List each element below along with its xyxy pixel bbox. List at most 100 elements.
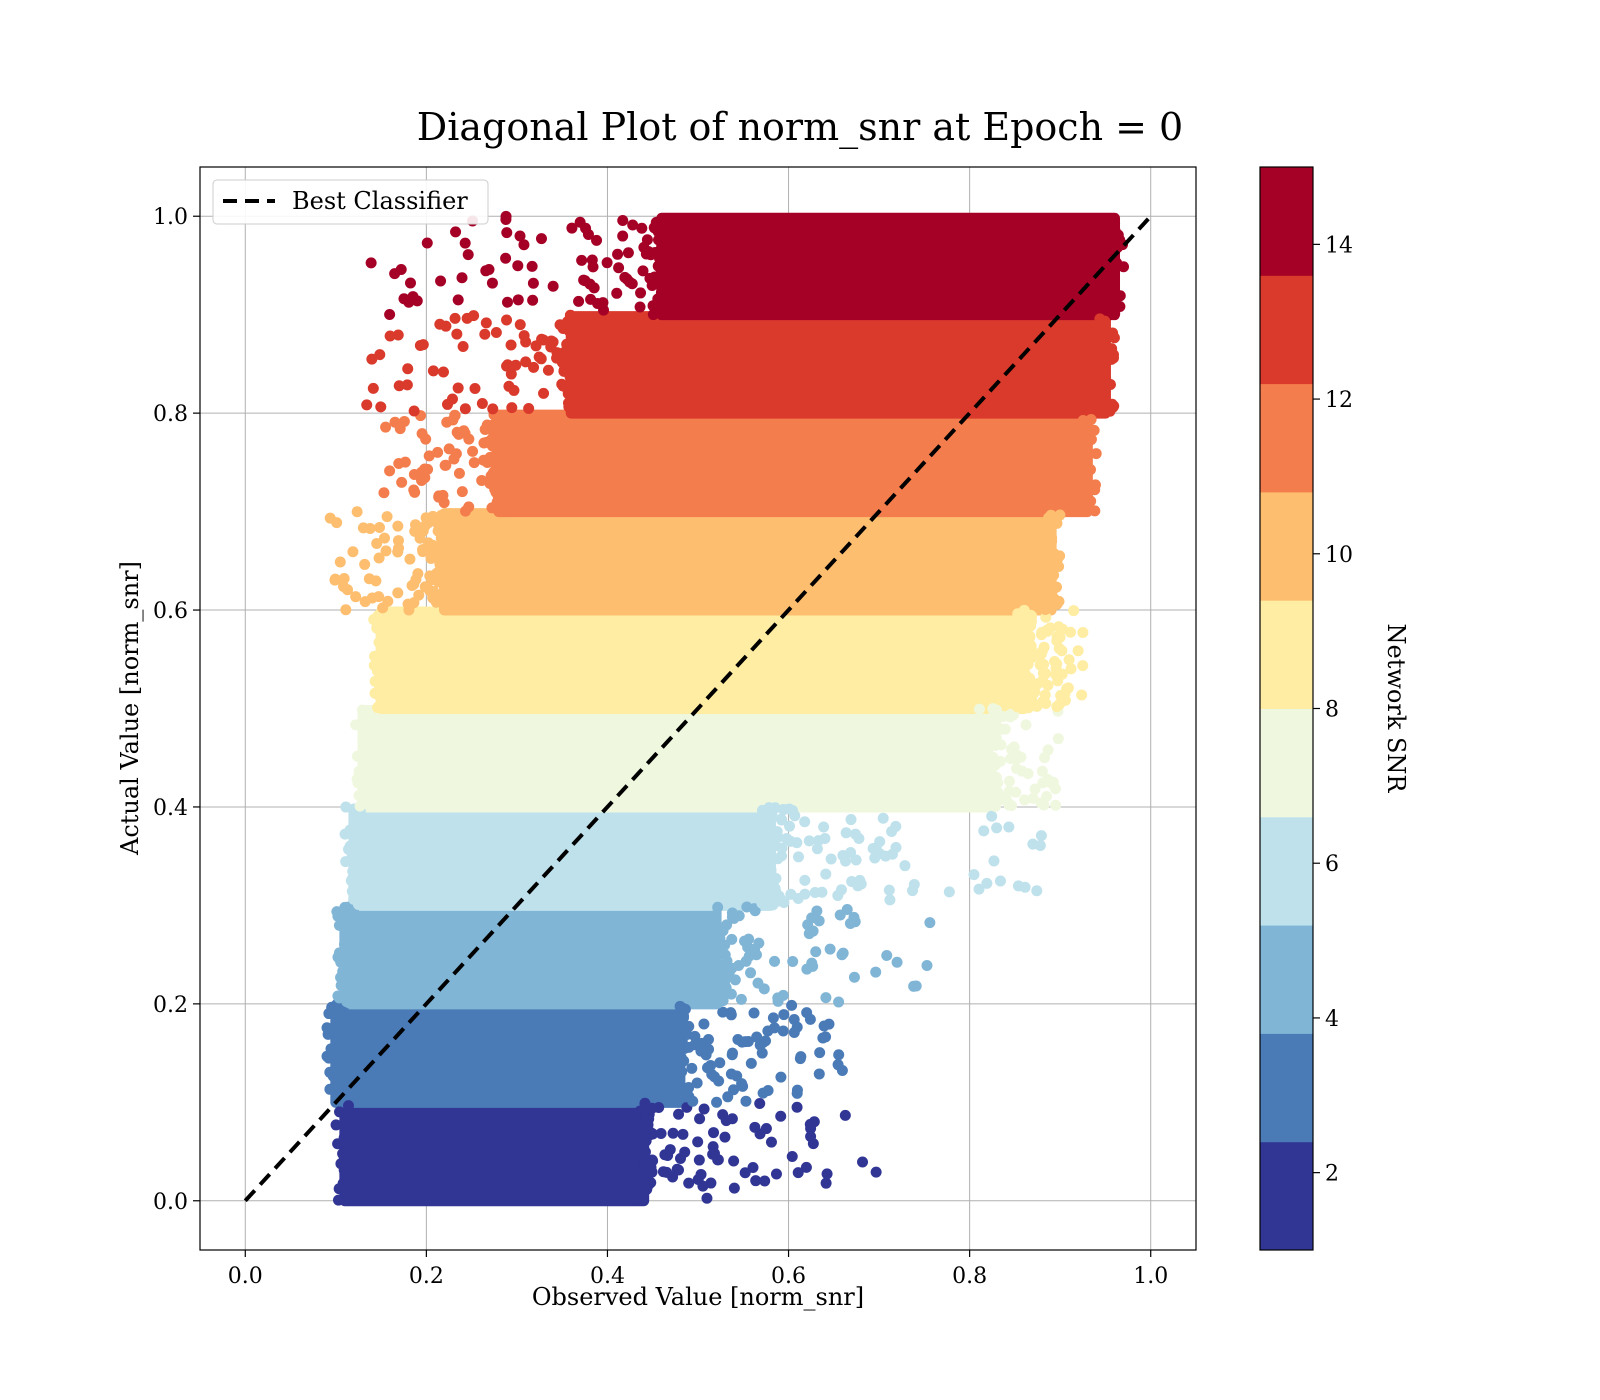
scatter-point <box>355 830 367 842</box>
scatter-point <box>348 1153 360 1165</box>
scatter-point <box>762 1025 774 1037</box>
scatter-point <box>752 977 764 989</box>
scatter-point <box>1095 400 1107 412</box>
scatter-point <box>775 894 787 906</box>
x-axis-ticks: 0.0 0.2 0.4 0.6 0.8 1.0 <box>228 1250 1168 1289</box>
scatter-point <box>646 1102 658 1114</box>
scatter-point <box>323 1052 335 1064</box>
scatter-point <box>434 318 446 330</box>
scatter-point <box>765 864 777 876</box>
y-axis-ticks: 0.0 0.2 0.4 0.6 0.8 1.0 <box>153 205 200 1215</box>
scatter-point <box>1054 509 1066 521</box>
scatter-point <box>355 749 367 761</box>
scatter-point <box>432 512 444 524</box>
scatter-point <box>333 947 345 959</box>
colorbar-tick-label: 10 <box>1325 543 1353 568</box>
scatter-point <box>407 291 419 303</box>
scatter-point <box>624 276 636 288</box>
scatter-point <box>1029 686 1041 698</box>
scatter-point <box>1088 424 1100 436</box>
scatter-point <box>1104 405 1116 417</box>
scatter-point <box>1101 224 1113 236</box>
scatter-point <box>438 497 450 509</box>
scatter-point <box>408 484 420 496</box>
scatter-point <box>755 820 767 832</box>
scatter-point <box>1114 300 1126 312</box>
scatter-point <box>810 946 822 958</box>
scatter-point <box>434 558 446 570</box>
scatter-point <box>520 336 532 348</box>
scatter-point <box>1080 449 1092 461</box>
scatter-point <box>1077 627 1089 639</box>
scatter-point <box>1010 786 1022 798</box>
x-tick-label: 0.8 <box>952 1264 987 1289</box>
scatter-point <box>423 450 435 462</box>
legend: Best Classifier <box>212 179 489 225</box>
scatter-point <box>968 869 980 881</box>
scatter-point <box>1104 275 1116 287</box>
scatter-point <box>844 917 856 929</box>
scatter-point <box>1023 645 1035 657</box>
scatter-point <box>506 402 518 414</box>
scatter-point <box>392 329 404 341</box>
scatter-point <box>1052 733 1064 745</box>
legend-box <box>212 179 489 225</box>
scatter-point <box>371 538 383 550</box>
scatter-point <box>1029 783 1041 795</box>
scatter-point <box>681 1028 693 1040</box>
scatter-point <box>556 356 568 368</box>
scatter-point <box>637 265 649 277</box>
scatter-point <box>565 381 577 393</box>
scatter-point <box>694 1113 706 1125</box>
scatter-point <box>1012 880 1024 892</box>
scatter-point <box>536 333 548 345</box>
scatter-point <box>1035 830 1047 842</box>
scatter-point <box>760 1123 772 1135</box>
scatter-point <box>636 222 648 234</box>
scatter-point <box>720 1115 732 1127</box>
scatter-point <box>1093 329 1105 341</box>
scatter-point <box>683 1177 695 1189</box>
scatter-point <box>908 980 920 992</box>
scatter-point <box>551 347 563 359</box>
scatter-point <box>653 234 665 246</box>
scatter-point <box>711 994 723 1006</box>
x-tick-label: 1.0 <box>1133 1264 1168 1289</box>
scatter-point <box>881 949 893 961</box>
scatter-point <box>381 625 393 637</box>
scatter-point <box>392 587 404 599</box>
scatter-point <box>447 414 459 426</box>
scatter-point <box>748 903 760 915</box>
scatter-point <box>392 520 404 532</box>
scatter-band-core <box>656 212 1121 321</box>
scatter-point <box>845 814 857 826</box>
scatter-point <box>542 364 554 376</box>
scatter-point <box>1022 768 1034 780</box>
scatter-point <box>343 967 355 979</box>
scatter-point <box>643 246 655 258</box>
scatter-point <box>446 393 458 405</box>
scatter-point <box>611 287 623 299</box>
scatter-point <box>392 535 404 547</box>
scatter-point <box>1004 711 1016 723</box>
scatter-point <box>370 575 382 587</box>
scatter-point <box>814 1047 826 1059</box>
scatter-point <box>1039 566 1051 578</box>
scatter-point <box>401 379 413 391</box>
scatter-point <box>478 437 490 449</box>
scatter-point <box>877 812 889 824</box>
scatter-point <box>404 277 416 289</box>
colorbar-segment <box>1260 275 1313 385</box>
scatter-point <box>818 1020 830 1032</box>
scatter-point <box>501 360 513 372</box>
scatter-point <box>622 247 634 259</box>
scatter-point <box>803 928 815 940</box>
scatter-point <box>424 570 436 582</box>
scatter-point <box>747 1162 759 1174</box>
scatter-point <box>366 592 378 604</box>
colorbar-segment <box>1260 491 1313 601</box>
scatter-point <box>384 465 396 477</box>
scatter-point <box>821 1168 833 1180</box>
scatter-point <box>924 917 936 929</box>
scatter-point <box>514 319 526 331</box>
